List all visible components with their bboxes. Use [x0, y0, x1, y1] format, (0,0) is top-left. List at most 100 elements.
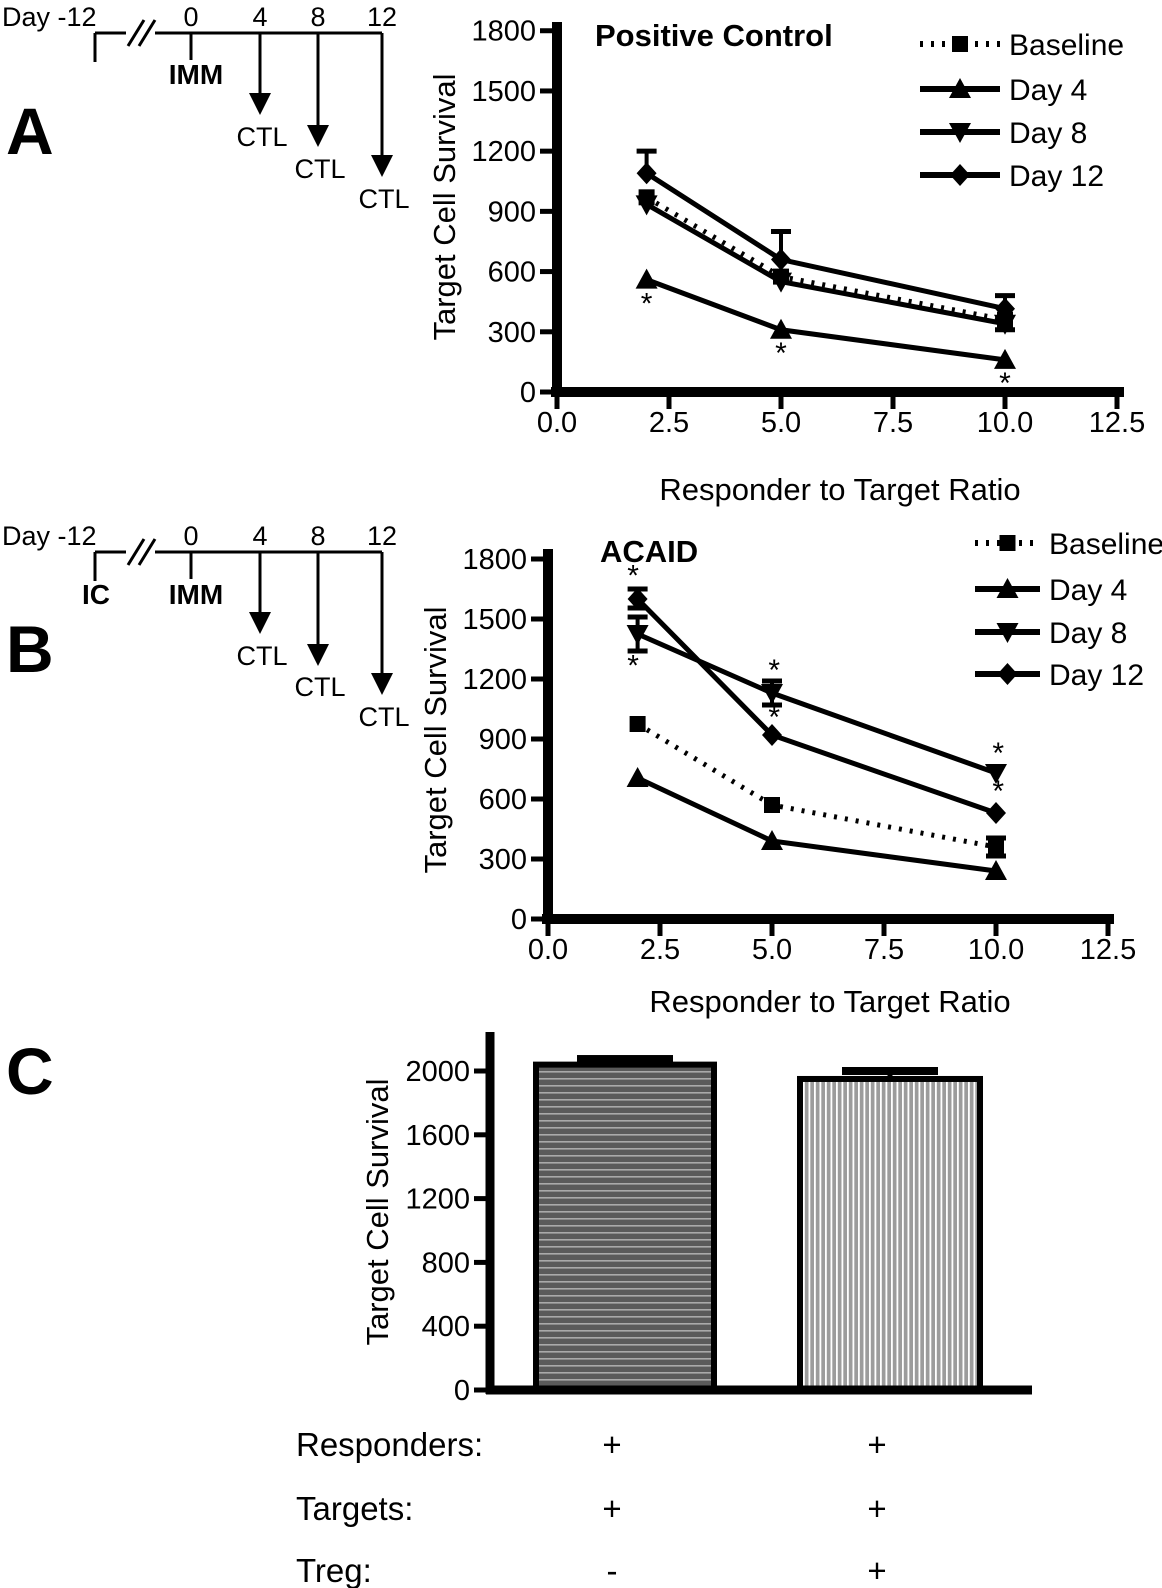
marker-day-12: [627, 588, 648, 610]
marker-day-12: [986, 802, 1006, 824]
x-tick-label: 7.5: [864, 934, 904, 966]
legend-marker-day-12: [950, 164, 970, 186]
condition-value: +: [867, 1426, 887, 1463]
legend-marker-baseline: [952, 36, 968, 52]
marker-day-4: [635, 268, 658, 289]
y-tick-label: 2000: [405, 1056, 470, 1088]
legend-item-day-12: Day 12: [975, 659, 1144, 692]
legend-item-baseline: Baseline: [920, 29, 1124, 62]
series-line-baseline: [636, 721, 997, 850]
ctl-event-label: CTL: [294, 154, 345, 184]
y-tick-label: 0: [511, 904, 527, 936]
timeline-day-label: 8: [310, 521, 325, 551]
x-tick-label: 12.5: [1080, 934, 1136, 966]
y-tick-label: 1500: [471, 76, 536, 108]
ctl-event-label: CTL: [236, 641, 287, 671]
x-tick-label: 10.0: [968, 934, 1024, 966]
timeline-break-icon: [126, 538, 146, 566]
marker-day-8: [994, 314, 1016, 335]
timeline-arrowhead-icon: [307, 644, 329, 666]
marker-day-8: [626, 625, 649, 645]
condition-value: -: [606, 1552, 618, 1588]
timeline-day-label: 0: [183, 521, 198, 551]
panel-label-a: A: [6, 94, 54, 168]
y-axis-label: Target Cell Survival: [427, 73, 462, 340]
ctl-event-label: CTL: [358, 702, 409, 732]
y-tick-label: 1600: [405, 1120, 470, 1152]
legend-item-day-8: Day 8: [920, 117, 1087, 150]
legend-marker-day-8: [949, 123, 971, 143]
condition-row-responders: Responders: + +: [0, 1426, 1162, 1470]
chart-title: Positive Control: [595, 18, 833, 53]
legend-item-day-8: Day 8: [975, 617, 1127, 650]
timeline-break-icon: [137, 19, 157, 47]
timeline-day-label: 8: [310, 2, 325, 32]
timeline-arrowhead-icon: [249, 93, 271, 115]
y-tick-label: 1800: [462, 544, 527, 576]
timeline-arrowhead-icon: [371, 155, 393, 177]
marker-day-8: [761, 684, 783, 704]
series-line-day-12: [635, 597, 997, 816]
timeline-start-label: Day -12: [2, 2, 97, 32]
panel-label-b: B: [6, 612, 54, 686]
x-axis-label: Responder to Target Ratio: [659, 472, 1020, 507]
ctl-event-label: CTL: [294, 672, 345, 702]
timeline-break-icon: [126, 19, 146, 47]
x-tick-label: 12.5: [1089, 407, 1145, 439]
y-tick-label: 1800: [471, 16, 536, 48]
marker-day-4: [626, 767, 649, 787]
panel-c-canvas: 0 400 800 1200 1600 2000 Target Cell Survival: [360, 1032, 1032, 1407]
legend-item-baseline: Baseline: [975, 528, 1162, 561]
marker-day-4: [770, 318, 792, 339]
y-tick-label: 800: [422, 1247, 470, 1279]
y-tick-label: 1200: [462, 664, 527, 696]
condition-row-treg: Treg: - +: [0, 1552, 1162, 1588]
y-tick-label: 400: [422, 1311, 470, 1343]
y-tick-label: 900: [479, 724, 527, 756]
timeline-break-icon: [137, 538, 157, 566]
significance-asterisk: *: [768, 654, 780, 687]
legend-marker-baseline: [999, 535, 1016, 551]
x-tick-label: 7.5: [873, 407, 913, 439]
ic-event-label: IC: [82, 579, 110, 610]
condition-value: +: [602, 1426, 622, 1463]
x-tick-label: 10.0: [977, 407, 1033, 439]
condition-label: Treg:: [296, 1552, 372, 1588]
ctl-event-label: CTL: [358, 184, 409, 214]
panel-label-c: C: [6, 1034, 54, 1108]
y-tick-label: 1500: [462, 604, 527, 636]
significance-asterisk: *: [627, 559, 639, 592]
marker-day-8: [635, 195, 658, 216]
chart-title: ACAID: [600, 534, 698, 569]
marker-day-12: [995, 297, 1015, 320]
timeline-day-label: 12: [367, 2, 397, 32]
y-tick-label: 600: [479, 784, 527, 816]
marker-day-12: [762, 724, 782, 746]
legend-marker-day-4: [949, 78, 971, 98]
legend-label-day-8: Day 8: [1049, 617, 1127, 650]
bar-error-cap: [577, 1055, 673, 1064]
marker-day-12: [771, 248, 791, 271]
panel-b-canvas: Day -12 0 4 8 12IMMICCTLCTLCTL03006009001200…: [2, 521, 1162, 1019]
x-tick-label: 5.0: [752, 934, 792, 966]
legend-item-day-4: Day 4: [920, 74, 1087, 107]
significance-asterisk: *: [641, 288, 653, 321]
condition-label: Targets:: [296, 1490, 414, 1527]
condition-value: +: [867, 1552, 887, 1588]
timeline-arrowhead-icon: [307, 125, 329, 147]
timeline-day-label: 4: [252, 521, 267, 551]
x-tick-label: 0.0: [537, 407, 577, 439]
marker-baseline: [629, 716, 646, 732]
timeline-arrowhead-icon: [249, 612, 271, 634]
condition-value: +: [602, 1490, 622, 1527]
marker-day-4: [761, 830, 783, 850]
legend-marker-day-8: [996, 623, 1019, 643]
significance-asterisk: *: [627, 650, 639, 683]
significance-asterisk: *: [992, 737, 1004, 770]
panel-a-canvas: Day -12 0 4 8 12IMMCTLCTLCTL0300600900120015…: [2, 2, 1145, 507]
condition-value: +: [867, 1490, 887, 1527]
condition-label: Responders:: [296, 1426, 484, 1463]
significance-asterisk: *: [992, 775, 1004, 808]
x-tick-label: 5.0: [761, 407, 801, 439]
